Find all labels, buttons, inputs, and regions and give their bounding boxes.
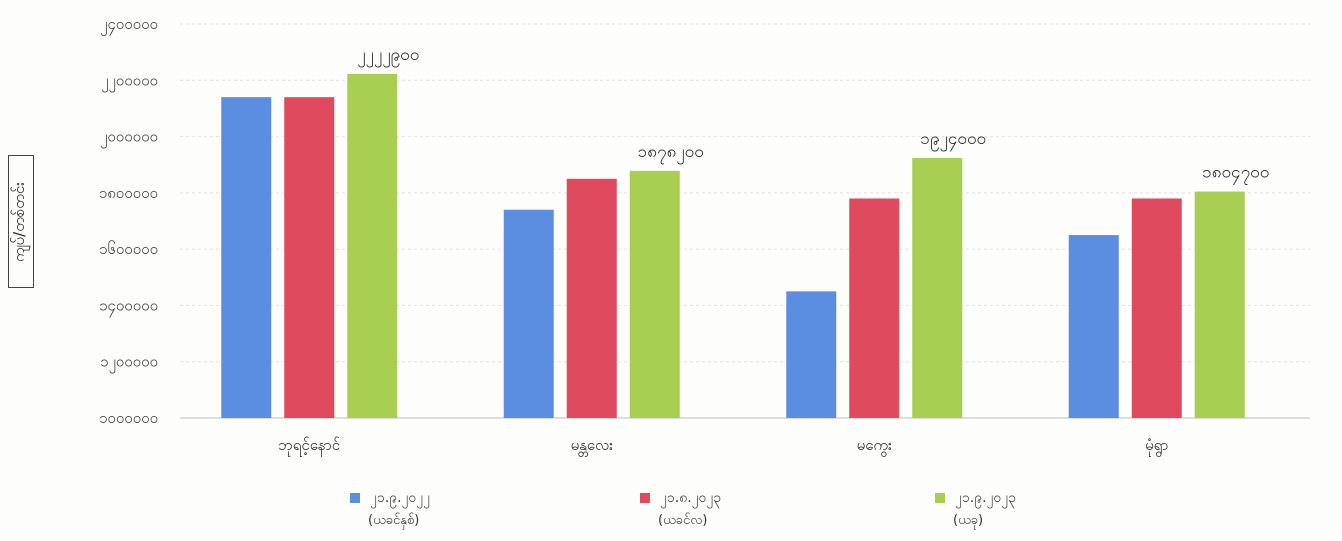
y-tick-label: ၁၄၀၀၀၀၀ [99,296,158,317]
bar-2 [1131,198,1182,418]
x-tick-label: မုံရွာ [1145,436,1168,457]
bar-1 [503,209,554,418]
legend-swatch-series-2 [640,493,650,503]
data-label: ၁၈၀၄၇၀၀ [1202,163,1269,186]
y-tick-label: ၂၄၀၀၀၀၀ [100,15,158,36]
legend-item-series-3: ၂၁.၉.၂၀၂၃ (ယခု) [935,488,1016,531]
legend-swatch-series-3 [935,493,945,503]
data-label: ၁၉၂၄၀၀၀ [920,129,986,152]
bar-1 [221,97,272,419]
bar-3 [912,157,963,418]
y-tick-label: ၁၀၀၀၀၀၀ [99,409,158,427]
x-tick-label: ဘုရင့်နောင် [278,436,340,457]
data-label: ၁၈၇၈၂၀၀ [638,142,704,165]
data-label: ၂၂၂၂၉၀၀ [357,45,419,68]
y-tick-label: ၁၆၀၀၀၀၀ [99,240,158,258]
legend-swatch-series-1 [350,493,360,503]
bar-2 [566,178,617,418]
legend-sub-series-3: (ယခု) [953,513,984,528]
x-tick-label: မန္တလေး [571,436,614,457]
y-tick-label: ၂၀၀၀၀၀၀ [100,128,158,149]
y-tick-label: ၁၂၀၀၀၀၀ [100,353,158,374]
bar-2 [849,198,900,418]
legend-label-series-1: ၂၁.၉.၂၀၂၂ [370,490,431,506]
legend-item-series-2: ၂၁.၈.၂၀၂၃ (ယခင်လ) [640,488,721,531]
y-axis-label: ကျပ်/တစ်တင်း [10,181,28,262]
legend-label-series-2: ၂၁.၈.၂၀၂၃ [660,490,722,506]
bar-3 [347,73,398,418]
bar-3 [1194,191,1245,418]
legend-sub-series-2: (ယခင်လ) [658,513,708,528]
legend-item-series-1: ၂၁.၉.၂၀၂၂ (ယခင်နှစ်) [350,488,430,531]
bar-1 [1068,235,1119,418]
y-tick-label: ၂၂၀၀၀၀၀ [101,71,158,92]
x-tick-label: မကွေး [857,436,892,457]
y-tick-label: ၁၈၀၀၀၀၀ [99,184,158,202]
y-axis-label-box: ကျပ်/တစ်တင်း [8,155,34,288]
bar-1 [786,291,837,418]
bar-2 [284,97,335,419]
bar-3 [629,170,680,418]
legend-sub-series-1: (ယခင်နှစ်) [368,513,420,528]
legend-label-series-3: ၂၁.၉.၂၀၂၃ [955,490,1017,506]
